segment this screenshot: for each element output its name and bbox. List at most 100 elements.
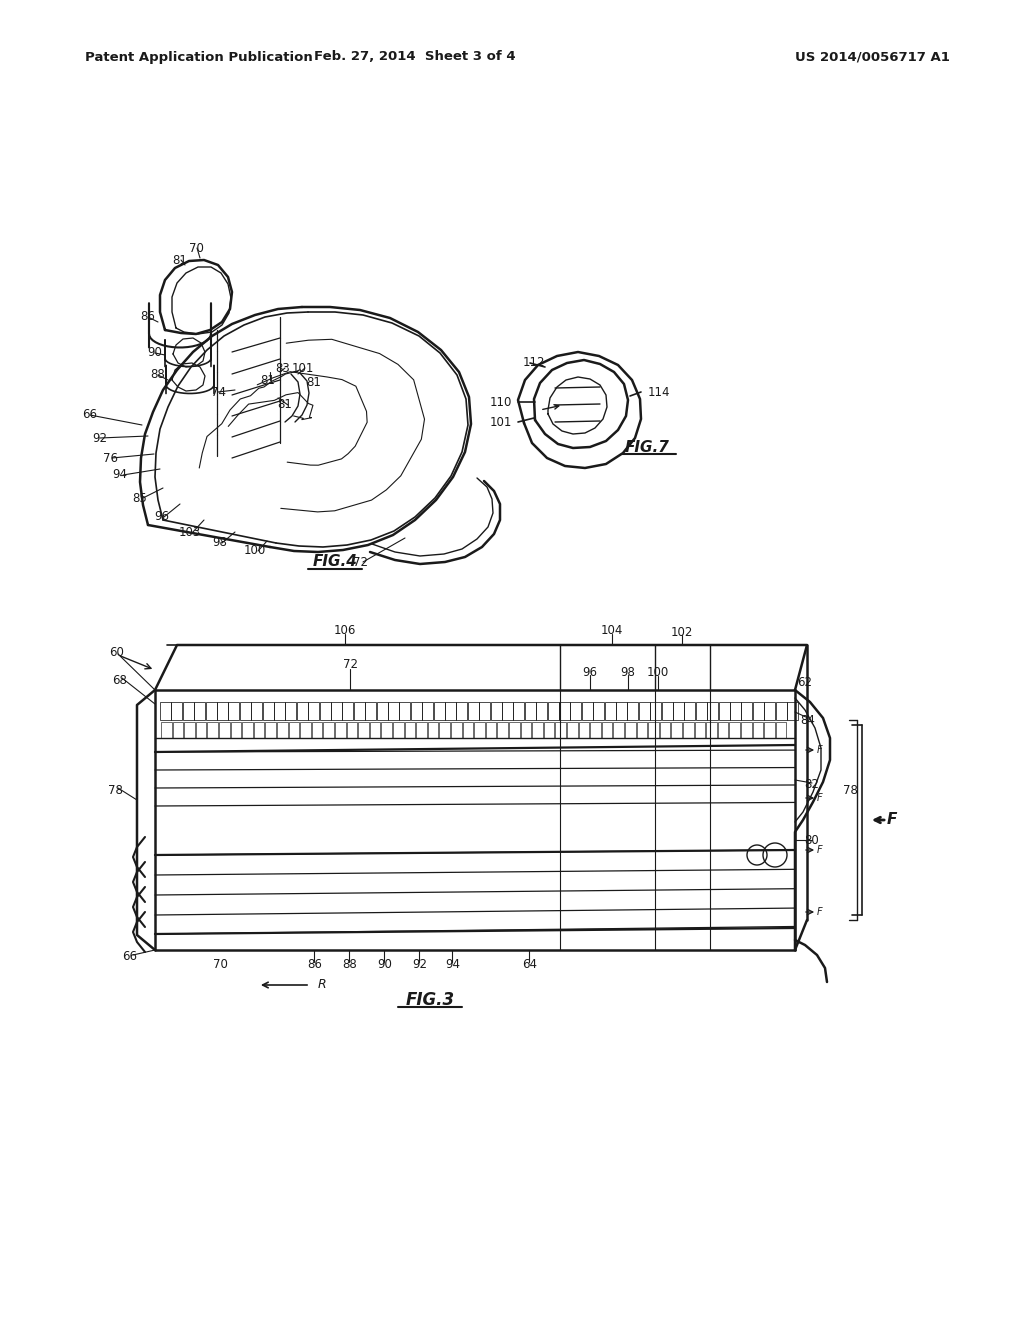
Bar	[613, 722, 624, 738]
Bar	[544, 722, 554, 738]
Text: 100: 100	[244, 544, 266, 557]
Bar	[579, 722, 589, 738]
Bar	[673, 702, 684, 719]
Bar	[422, 702, 433, 719]
Bar	[485, 722, 497, 738]
Bar	[300, 722, 310, 738]
Bar	[377, 702, 388, 719]
Bar	[548, 702, 559, 719]
Text: 98: 98	[621, 665, 636, 678]
Bar	[399, 702, 411, 719]
Bar	[217, 702, 228, 719]
Bar	[590, 722, 601, 738]
Text: 86: 86	[140, 310, 156, 323]
Bar	[753, 702, 764, 719]
Text: 72: 72	[352, 556, 368, 569]
Bar	[753, 722, 763, 738]
Text: 81: 81	[306, 375, 322, 388]
Bar	[346, 722, 357, 738]
Bar	[171, 702, 182, 719]
Bar	[463, 722, 473, 738]
Text: 78: 78	[843, 784, 857, 796]
Text: FIG.3: FIG.3	[406, 991, 455, 1008]
Text: 92: 92	[413, 958, 427, 972]
Bar	[173, 722, 183, 738]
Bar	[206, 702, 217, 719]
Text: F: F	[817, 907, 823, 917]
Bar	[730, 702, 741, 719]
Text: 114: 114	[648, 385, 671, 399]
Text: 101: 101	[292, 362, 314, 375]
Bar	[509, 722, 519, 738]
Text: F: F	[887, 813, 897, 828]
Text: 96: 96	[583, 665, 597, 678]
Text: F: F	[817, 845, 823, 855]
Text: 66: 66	[83, 408, 97, 421]
Text: 106: 106	[334, 623, 356, 636]
Bar	[474, 722, 484, 738]
Bar	[567, 722, 578, 738]
Bar	[684, 702, 695, 719]
Bar	[625, 722, 636, 738]
Bar	[342, 702, 353, 719]
Bar	[254, 722, 264, 738]
Bar	[184, 722, 195, 738]
Bar	[672, 722, 682, 738]
Text: 102: 102	[671, 626, 693, 639]
Bar	[694, 722, 706, 738]
Text: 94: 94	[113, 469, 128, 482]
Bar	[324, 722, 334, 738]
Text: 70: 70	[188, 242, 204, 255]
Bar	[683, 722, 693, 738]
Text: 100: 100	[647, 667, 669, 680]
Text: 85: 85	[133, 491, 147, 504]
Bar	[370, 722, 380, 738]
Bar	[570, 702, 582, 719]
Bar	[243, 722, 253, 738]
Bar	[289, 722, 299, 738]
Bar	[764, 702, 775, 719]
Text: 86: 86	[307, 958, 323, 972]
Text: 110: 110	[489, 396, 512, 408]
Bar	[311, 722, 323, 738]
Bar	[428, 722, 438, 738]
Text: 98: 98	[213, 536, 227, 549]
Text: 68: 68	[113, 673, 127, 686]
Bar	[659, 722, 671, 738]
Bar	[196, 722, 206, 738]
Bar	[490, 702, 502, 719]
Bar	[555, 722, 566, 738]
Text: 81: 81	[173, 253, 187, 267]
Bar	[439, 722, 450, 738]
Text: 60: 60	[110, 645, 125, 659]
Text: 70: 70	[213, 958, 227, 972]
Bar	[729, 722, 740, 738]
Bar	[208, 722, 218, 738]
Bar	[335, 722, 345, 738]
Text: 76: 76	[102, 451, 118, 465]
Bar	[559, 702, 570, 719]
Bar	[708, 702, 718, 719]
Bar	[650, 702, 662, 719]
Text: 72: 72	[342, 659, 357, 672]
Text: 90: 90	[378, 958, 392, 972]
Bar	[451, 722, 462, 738]
Bar	[537, 702, 547, 719]
Bar	[695, 702, 707, 719]
Text: 83: 83	[275, 362, 291, 375]
Bar	[787, 702, 798, 719]
Bar	[520, 722, 531, 738]
Bar	[358, 722, 369, 738]
Bar	[319, 702, 331, 719]
Bar	[639, 702, 650, 719]
Bar	[262, 702, 273, 719]
Text: 104: 104	[601, 623, 624, 636]
Bar	[331, 702, 342, 719]
Bar	[604, 702, 615, 719]
Bar	[775, 702, 786, 719]
Bar	[230, 722, 241, 738]
Text: 88: 88	[151, 368, 165, 381]
Bar	[648, 722, 658, 738]
Text: F: F	[817, 793, 823, 803]
Text: FIG.4: FIG.4	[312, 554, 357, 569]
